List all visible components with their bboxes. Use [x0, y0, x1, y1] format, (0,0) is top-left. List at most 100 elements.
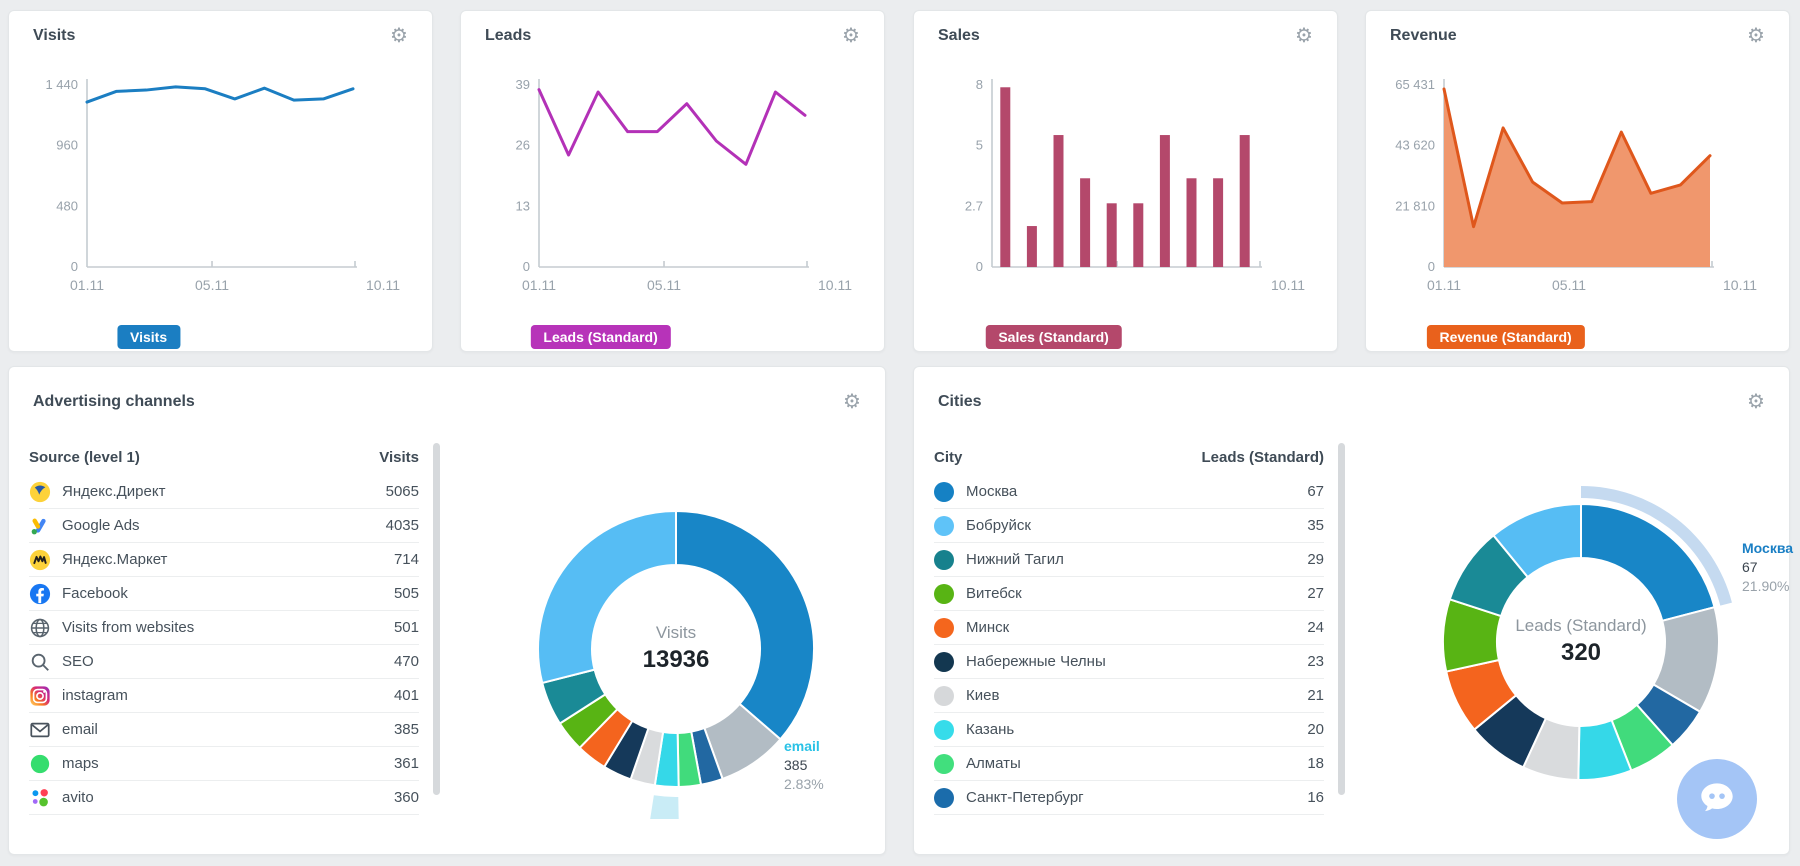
svg-text:960: 960 [56, 138, 78, 153]
revenue-chart[interactable]: 0 21 810 43 620 65 431 01.11 05.11 10.11 [1380, 57, 1772, 317]
svg-text:0: 0 [71, 259, 78, 274]
row-value: 29 [1307, 551, 1324, 568]
svg-text:01.11: 01.11 [70, 277, 104, 293]
svg-text:65 431: 65 431 [1395, 77, 1435, 92]
legend-badge-visits[interactable]: Visits [117, 325, 181, 349]
sales-chart[interactable]: 0 2.7 5 8 10.11 [928, 57, 1320, 317]
table-row[interactable]: maps 361 [29, 747, 419, 781]
table-row[interactable]: Visits from websites 501 [29, 611, 419, 645]
cities-table: City Leads (Standard) Москва 67 Бобруйск 35… [934, 439, 1324, 815]
table-row[interactable]: Google Ads 4035 [29, 509, 419, 543]
sales-card: Sales ⚙ 0 2.7 5 8 10.11 Sales (Standard) [913, 10, 1338, 352]
column-header-leads: Leads (Standard) [1201, 448, 1324, 466]
svg-text:43 620: 43 620 [1395, 138, 1435, 153]
gear-icon[interactable]: ⚙ [1291, 23, 1317, 49]
gear-icon[interactable]: ⚙ [839, 389, 865, 415]
row-label: maps [62, 755, 99, 772]
row-value: 35 [1307, 517, 1324, 534]
yandex-market-icon [29, 549, 51, 571]
table-row[interactable]: Санкт-Петербург 16 [934, 781, 1324, 815]
table-row[interactable]: Витебск 27 [934, 577, 1324, 611]
city-color-dot [934, 685, 954, 706]
row-value: 361 [393, 755, 419, 772]
table-row[interactable]: Нижний Тагил 29 [934, 543, 1324, 577]
table-row[interactable]: instagram 401 [29, 679, 419, 713]
svg-text:21 810: 21 810 [1395, 198, 1435, 213]
sources-donut-chart[interactable] [506, 479, 846, 819]
gear-icon[interactable]: ⚙ [1743, 23, 1769, 49]
svg-text:1 440: 1 440 [45, 77, 78, 92]
table-row[interactable]: avito 360 [29, 781, 419, 815]
card-title-advertising-channels: Advertising channels [33, 393, 195, 410]
table-row[interactable]: Набережные Челны 23 [934, 645, 1324, 679]
sources-table: Source (level 1) Visits Яндекс.Директ 506… [29, 439, 419, 815]
row-value: 5065 [385, 483, 419, 500]
table-row[interactable]: Яндекс.Директ 5065 [29, 475, 419, 509]
legend-badge-revenue[interactable]: Revenue (Standard) [1426, 325, 1585, 349]
advertising-channels-card: Advertising channels ⚙ Source (level 1) … [8, 366, 886, 855]
svg-text:10.11: 10.11 [1723, 277, 1757, 293]
table-row[interactable]: Минск 24 [934, 611, 1324, 645]
column-header-city: City [934, 448, 963, 466]
table-scrollbar[interactable] [1338, 443, 1345, 795]
row-value: 27 [1307, 585, 1324, 602]
table-row[interactable]: Бобруйск 35 [934, 509, 1324, 543]
cities-donut-chart[interactable] [1411, 472, 1751, 812]
city-color-dot [934, 719, 954, 740]
column-header-source: Source (level 1) [29, 448, 140, 466]
row-label: instagram [62, 687, 128, 704]
chat-widget-button[interactable] [1677, 759, 1757, 839]
legend-badge-leads[interactable]: Leads (Standard) [530, 325, 671, 349]
table-row[interactable]: Москва 67 [934, 475, 1324, 509]
row-value: 23 [1307, 653, 1324, 670]
row-label: Киев [966, 687, 1000, 704]
svg-text:5: 5 [976, 138, 983, 153]
table-row[interactable]: email 385 [29, 713, 419, 747]
row-label: Алматы [966, 755, 1021, 772]
table-row[interactable]: Алматы 18 [934, 747, 1324, 781]
table-scrollbar[interactable] [433, 443, 440, 795]
table-row[interactable]: Киев 21 [934, 679, 1324, 713]
gear-icon[interactable]: ⚙ [1743, 389, 1769, 415]
table-row[interactable]: Казань 20 [934, 713, 1324, 747]
row-value: 16 [1307, 789, 1324, 806]
svg-text:0: 0 [523, 259, 530, 274]
google-ads-icon [29, 515, 51, 537]
visits-chart[interactable]: 0 480 960 1 440 01.11 05.11 10.11 [23, 57, 415, 317]
row-label: Витебск [966, 585, 1022, 602]
gear-icon[interactable]: ⚙ [386, 23, 412, 49]
card-title-visits: Visits [33, 27, 76, 44]
row-label: Яндекс.Маркет [62, 551, 168, 568]
column-header-visits: Visits [379, 448, 419, 466]
svg-text:10.11: 10.11 [818, 277, 852, 293]
avito-icon [29, 787, 51, 809]
svg-text:2.7: 2.7 [965, 198, 983, 213]
leads-chart[interactable]: 0 13 26 39 01.11 05.11 10.11 [475, 57, 867, 317]
table-row[interactable]: Яндекс.Маркет 714 [29, 543, 419, 577]
facebook-icon [29, 583, 51, 605]
row-label: SEO [62, 653, 94, 670]
row-label: Facebook [62, 585, 128, 602]
row-value: 501 [393, 619, 419, 636]
svg-text:39: 39 [516, 77, 530, 92]
table-row[interactable]: Facebook 505 [29, 577, 419, 611]
leads-card: Leads ⚙ 0 13 26 39 01.11 05.11 10.11 Leads (St… [460, 10, 885, 352]
legend-badge-sales[interactable]: Sales (Standard) [985, 325, 1122, 349]
gear-icon[interactable]: ⚙ [838, 23, 864, 49]
row-value: 20 [1307, 721, 1324, 738]
row-value: 24 [1307, 619, 1324, 636]
svg-text:0: 0 [976, 259, 983, 274]
row-value: 21 [1307, 687, 1324, 704]
svg-text:01.11: 01.11 [1427, 277, 1461, 293]
table-row[interactable]: SEO 470 [29, 645, 419, 679]
yandex-direct-icon [29, 481, 51, 503]
svg-text:01.11: 01.11 [522, 277, 556, 293]
row-label: Москва [966, 483, 1018, 500]
row-value: 470 [393, 653, 419, 670]
card-title-sales: Sales [938, 27, 980, 44]
maps-icon [29, 753, 51, 775]
row-label: Минск [966, 619, 1010, 636]
row-value: 18 [1307, 755, 1324, 772]
visits-card: Visits ⚙ 0 480 960 1 440 01.11 05.11 10.11 Vis… [8, 10, 433, 352]
svg-text:0: 0 [1428, 259, 1435, 274]
